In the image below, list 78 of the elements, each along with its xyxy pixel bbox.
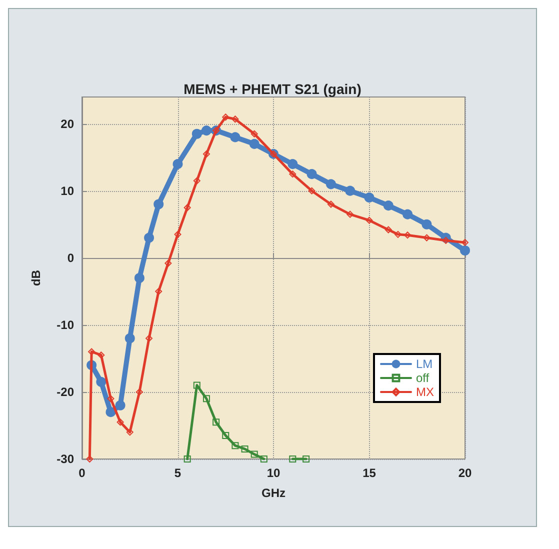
- point: [249, 138, 260, 149]
- point: [383, 200, 394, 211]
- point: [174, 230, 182, 238]
- point: [345, 186, 356, 196]
- point: [96, 376, 106, 387]
- point: [184, 204, 191, 212]
- y-tick-label: -30: [56, 452, 74, 466]
- point: [230, 132, 240, 142]
- point: [164, 260, 172, 267]
- point: [144, 232, 154, 243]
- point: [442, 236, 450, 244]
- line-series: [86, 114, 468, 462]
- point: [201, 126, 212, 136]
- point: [134, 273, 144, 283]
- point: [422, 219, 432, 230]
- x-tick-label: 15: [362, 466, 376, 480]
- legend-label: MX: [416, 385, 434, 399]
- chart-title: MEMS + PHEMT S21 (gain): [184, 81, 362, 97]
- point: [326, 179, 336, 190]
- point: [146, 334, 153, 342]
- point: [394, 230, 402, 238]
- point: [155, 288, 162, 295]
- point: [306, 169, 317, 180]
- y-tick-label: -20: [56, 384, 74, 399]
- point: [193, 382, 200, 389]
- point: [250, 450, 258, 458]
- point: [124, 333, 135, 344]
- point: [250, 130, 258, 138]
- point: [184, 456, 191, 462]
- point: [126, 428, 134, 436]
- point: [202, 395, 210, 402]
- legend-label: off: [416, 371, 430, 385]
- point: [212, 418, 220, 426]
- point: [346, 210, 354, 218]
- point: [302, 456, 310, 462]
- point: [222, 114, 230, 121]
- point: [364, 192, 374, 203]
- point: [88, 348, 96, 356]
- point: [366, 216, 373, 224]
- point: [288, 159, 298, 170]
- point: [193, 177, 200, 184]
- point: [172, 159, 183, 170]
- point: [308, 187, 316, 194]
- point: [86, 456, 94, 462]
- x-tick-label: 20: [458, 466, 472, 480]
- point: [116, 418, 124, 426]
- x-tick-label: 10: [266, 466, 280, 480]
- point: [192, 128, 202, 139]
- point: [423, 234, 430, 242]
- point: [260, 456, 268, 462]
- point: [460, 246, 470, 256]
- y-tick-label: 10: [60, 184, 74, 198]
- point: [232, 442, 239, 450]
- point: [202, 150, 210, 158]
- point: [289, 170, 296, 178]
- point: [241, 445, 248, 452]
- y-tick-label: -10: [56, 318, 74, 332]
- legend-label: LM: [416, 357, 433, 371]
- point: [106, 407, 116, 418]
- point: [462, 238, 468, 246]
- point: [402, 209, 413, 220]
- x-tick-label: 5: [174, 466, 182, 480]
- y-tick-label: 0: [67, 250, 74, 265]
- y-axis-title: dB: [29, 270, 43, 286]
- point: [115, 400, 126, 410]
- point: [154, 199, 164, 210]
- x-axis-title: GHz: [262, 486, 286, 500]
- point: [222, 432, 230, 440]
- y-tick-label: 20: [60, 116, 74, 131]
- point: [327, 200, 334, 208]
- point: [136, 388, 143, 396]
- point: [98, 352, 105, 359]
- point: [384, 226, 392, 234]
- point: [232, 116, 239, 123]
- point: [404, 232, 412, 239]
- x-tick-label: 0: [78, 466, 86, 480]
- point: [289, 456, 296, 462]
- point: [107, 395, 114, 402]
